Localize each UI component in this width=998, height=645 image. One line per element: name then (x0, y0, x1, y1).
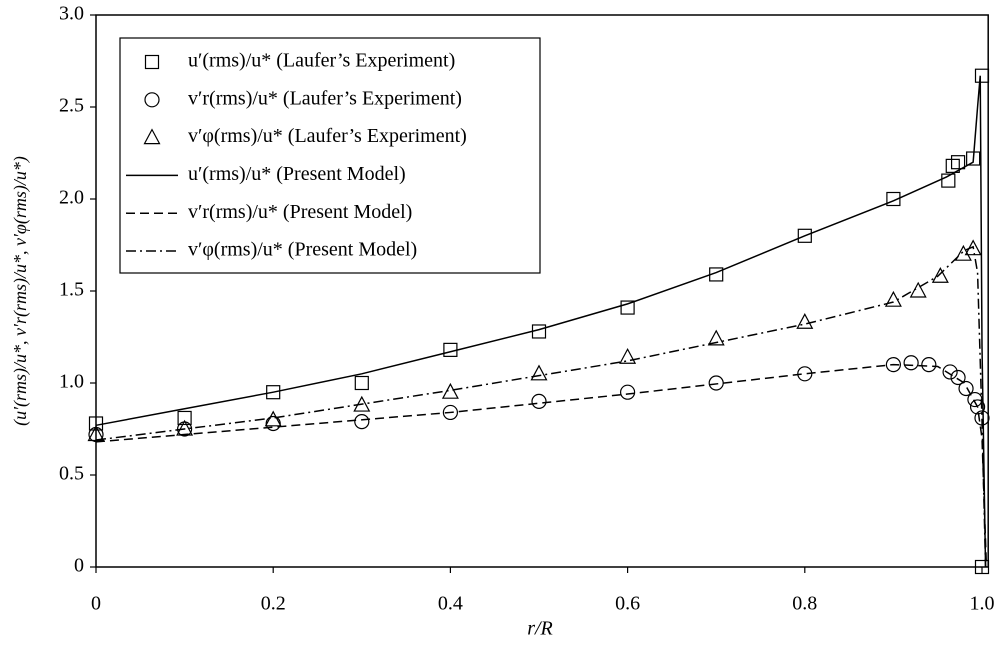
data-point (958, 380, 974, 397)
y-tick-label: 2.0 (59, 187, 84, 209)
data-point (969, 399, 986, 415)
data-point (950, 369, 966, 386)
legend-symbol (143, 128, 161, 145)
data-line (95, 75, 987, 568)
x-tick-label: 0.8 (792, 593, 817, 615)
data-point (903, 355, 919, 371)
data-point (950, 155, 966, 170)
x-tick-label: 0.6 (615, 593, 640, 615)
data-point (797, 228, 812, 243)
data-point (354, 375, 369, 391)
x-tick-label: 1.0 (969, 593, 994, 615)
data-point (966, 151, 981, 166)
data-point (619, 384, 636, 400)
data-point (974, 68, 990, 83)
data-line (95, 245, 987, 568)
data-point (707, 329, 725, 346)
y-tick-label: 0 (74, 555, 84, 577)
legend-label: v′φ(rms)/u* (Laufer’s Experiment) (188, 125, 467, 147)
data-point (945, 158, 960, 173)
legend-symbol (144, 92, 160, 108)
legend-label: u′(rms)/u* (Laufer’s Experiment) (188, 50, 455, 72)
data-point (530, 364, 548, 381)
data-point (885, 357, 901, 373)
data-point (620, 300, 635, 315)
x-axis-label: r/R (527, 618, 553, 640)
data-point (87, 425, 105, 442)
data-point (921, 357, 937, 373)
y-tick-label: 1.5 (59, 279, 84, 301)
legend-label: v′r(rms)/u* (Laufer’s Experiment) (188, 87, 462, 109)
data-point (354, 414, 370, 430)
data-point (619, 347, 637, 364)
y-tick-label: 0.5 (59, 463, 84, 485)
x-tick-label: 0.2 (261, 593, 286, 615)
data-point (941, 173, 956, 188)
x-tick-label: 0.4 (438, 593, 463, 615)
y-tick-label: 1.0 (59, 371, 84, 393)
data-point (954, 244, 972, 261)
legend-label: v′φ(rms)/u* (Present Model) (188, 239, 417, 261)
y-tick-label: 2.5 (59, 95, 84, 117)
data-point (177, 410, 192, 426)
data-point (942, 364, 958, 380)
y-tick-label: 3.0 (59, 3, 84, 25)
legend-box (119, 37, 541, 274)
legend-label: u′(rms)/u* (Present Model) (188, 163, 406, 185)
data-point (442, 404, 458, 421)
data-point (441, 382, 459, 399)
y-axis-label: (u′(rms)/u*, v′r(rms)/u*, v′φ(rms)/u*) (10, 156, 31, 426)
data-point (931, 267, 949, 283)
legend-symbol (144, 54, 160, 70)
data-point (796, 313, 814, 329)
data-point (886, 191, 901, 207)
data-point (266, 385, 281, 400)
data-point (974, 559, 990, 575)
data-point (265, 415, 281, 432)
data-point (708, 375, 724, 391)
legend-label: v′r(rms)/u* (Present Model) (188, 201, 412, 223)
data-point (531, 393, 547, 409)
data-line (95, 363, 988, 568)
x-tick-label: 0 (91, 593, 101, 615)
